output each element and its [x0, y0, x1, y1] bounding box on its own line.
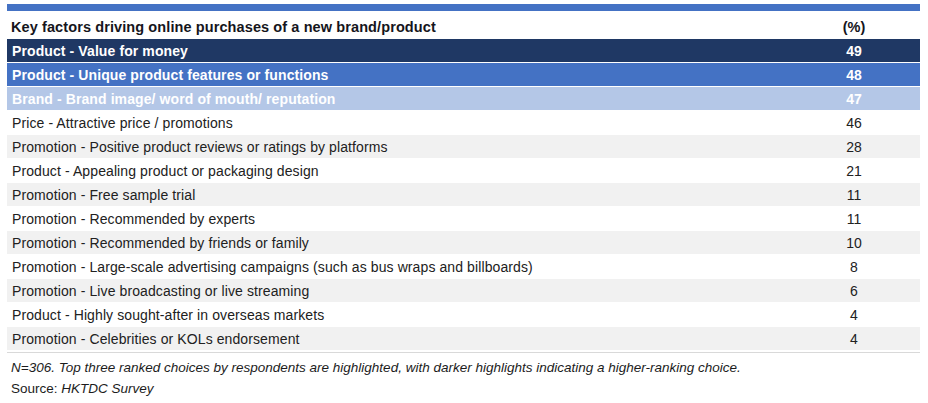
- table-row: Promotion - Live broadcasting or live st…: [7, 279, 920, 302]
- row-label: Promotion - Celebrities or KOLs endorsem…: [7, 331, 788, 347]
- table-row: Product - Unique product features or fun…: [7, 63, 920, 86]
- row-label: Promotion - Recommended by friends or fa…: [7, 235, 788, 251]
- row-label: Brand - Brand image/ word of mouth/ repu…: [7, 91, 788, 107]
- table-row: Promotion - Celebrities or KOLs endorsem…: [7, 327, 920, 350]
- footnote: N=306. Top three ranked choices by respo…: [7, 360, 920, 375]
- row-label: Promotion - Free sample trial: [7, 187, 788, 203]
- row-value: 11: [788, 187, 920, 203]
- table-bottom-divider: [7, 352, 920, 353]
- table-row: Promotion - Recommended by experts11: [7, 207, 920, 230]
- row-value: 10: [788, 235, 920, 251]
- table-row: Promotion - Positive product reviews or …: [7, 135, 920, 158]
- table-row: Promotion - Free sample trial11: [7, 183, 920, 206]
- table-row: Brand - Brand image/ word of mouth/ repu…: [7, 87, 920, 110]
- table-row: Price - Attractive price / promotions46: [7, 111, 920, 134]
- row-value: 8: [788, 259, 920, 275]
- row-value: 6: [788, 283, 920, 299]
- table-title: Key factors driving online purchases of …: [7, 19, 788, 35]
- row-label: Promotion - Large-scale advertising camp…: [7, 259, 788, 275]
- table-row: Product - Appealing product or packaging…: [7, 159, 920, 182]
- percent-column-header: (%): [788, 19, 920, 35]
- table-header-row: Key factors driving online purchases of …: [7, 14, 920, 39]
- row-label: Product - Appealing product or packaging…: [7, 163, 788, 179]
- row-label: Product - Highly sought-after in oversea…: [7, 307, 788, 323]
- table-row: Product - Value for money49: [7, 39, 920, 62]
- row-label: Product - Value for money: [7, 43, 788, 59]
- row-value: 28: [788, 139, 920, 155]
- row-value: 47: [788, 91, 920, 107]
- row-value: 4: [788, 331, 920, 347]
- row-label: Promotion - Live broadcasting or live st…: [7, 283, 788, 299]
- row-value: 46: [788, 115, 920, 131]
- row-label: Price - Attractive price / promotions: [7, 115, 788, 131]
- table-row: Product - Highly sought-after in oversea…: [7, 303, 920, 326]
- row-label: Promotion - Recommended by experts: [7, 211, 788, 227]
- row-value: 4: [788, 307, 920, 323]
- row-label: Product - Unique product features or fun…: [7, 67, 788, 83]
- row-value: 21: [788, 163, 920, 179]
- source-line: Source: HKTDC Survey: [7, 381, 920, 396]
- source-label: Source:: [11, 381, 58, 396]
- survey-table-page: Key factors driving online purchases of …: [0, 0, 928, 403]
- row-value: 49: [788, 43, 920, 59]
- top-accent-bar: [7, 4, 920, 11]
- table-row: Promotion - Large-scale advertising camp…: [7, 255, 920, 278]
- row-value: 11: [788, 211, 920, 227]
- table-row: Promotion - Recommended by friends or fa…: [7, 231, 920, 254]
- row-value: 48: [788, 67, 920, 83]
- row-label: Promotion - Positive product reviews or …: [7, 139, 788, 155]
- source-value: HKTDC Survey: [61, 381, 153, 396]
- table-body: Product - Value for money49Product - Uni…: [7, 39, 920, 350]
